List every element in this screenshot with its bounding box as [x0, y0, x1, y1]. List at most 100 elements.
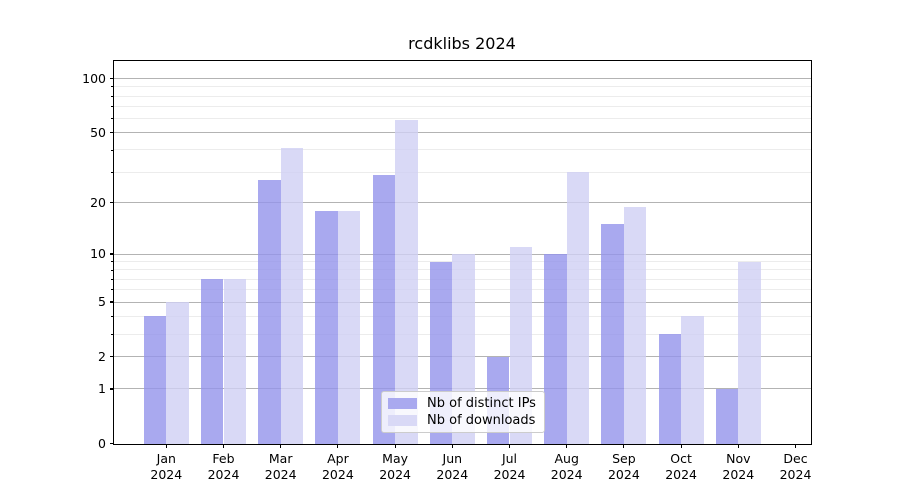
x-tick-label-line: Nov [726, 451, 751, 466]
bar-nb-of-downloads-feb [223, 279, 247, 444]
gridline-minor-y-70 [114, 106, 811, 107]
x-tick-label-jul: Jul 2024 [470, 451, 550, 482]
y-tick-label-0: 0 [98, 435, 106, 451]
y-minor-tick-6 [111, 289, 114, 291]
x-tick-label-jan: Jan 2024 [126, 451, 206, 482]
y-minor-tick-40 [111, 149, 114, 151]
legend-label-nb-of-distinct-ips: Nb of distinct IPs [427, 396, 536, 411]
gridline-minor-y-80 [114, 95, 811, 97]
x-tick-label-line: May [382, 451, 409, 466]
x-tick-label-line: 2024 [207, 466, 240, 482]
y-tick-100 [109, 78, 114, 80]
y-tick-5 [109, 301, 114, 303]
x-tick-label-line: Sep [612, 451, 636, 466]
x-tick-label-line: 2024 [436, 466, 469, 482]
y-minor-tick-9 [111, 261, 114, 262]
bar-nb-of-distinct-ips-mar [258, 180, 281, 444]
y-tick-label-20: 20 [90, 194, 106, 210]
y-minor-tick-8 [111, 269, 114, 271]
x-tick-oct [680, 443, 682, 449]
x-tick-label-line: 2024 [264, 466, 297, 482]
x-tick-label-line: Jun [442, 451, 463, 466]
x-tick-label-line: 2024 [722, 466, 755, 482]
y-minor-tick-3 [111, 333, 114, 335]
x-tick-nov [737, 443, 739, 449]
x-tick-label-line: 2024 [550, 466, 583, 482]
x-tick-label-apr: Apr 2024 [298, 451, 378, 482]
gridline-major-y-100 [114, 78, 811, 80]
x-tick-label-feb: Feb 2024 [184, 451, 264, 482]
bar-nb-of-distinct-ips-aug [544, 254, 567, 444]
y-tick-20 [109, 202, 114, 204]
y-minor-tick-4 [111, 316, 114, 317]
x-tick-label-line: Jul [501, 451, 518, 466]
x-tick-label-mar: Mar 2024 [241, 451, 321, 482]
y-tick-label-50: 50 [90, 124, 106, 140]
bar-nb-of-distinct-ips-may [372, 174, 396, 444]
x-tick-label-line: Aug [554, 451, 579, 466]
y-tick-label-1: 1 [98, 380, 106, 396]
x-tick-label-line: Mar [268, 451, 293, 466]
bar-nb-of-downloads-jan [166, 302, 189, 444]
x-tick-dec [794, 443, 797, 449]
y-minor-tick-90 [111, 86, 114, 88]
x-tick-mar [280, 443, 282, 449]
gridline-minor-y-60 [114, 118, 811, 119]
y-minor-tick-70 [111, 106, 114, 107]
legend: Nb of distinct IPs Nb of downloads [381, 391, 545, 433]
y-tick-2 [109, 356, 114, 358]
y-tick-50 [109, 132, 114, 134]
y-tick-label-10: 10 [90, 246, 106, 262]
x-tick-label-line: 2024 [779, 466, 812, 482]
x-tick-label-sep: Sep 2024 [584, 451, 664, 482]
x-tick-label-jun: Jun 2024 [412, 451, 492, 482]
bar-nb-of-downloads-may [395, 119, 418, 444]
gridline-major-y-50 [114, 132, 811, 134]
legend-item-nb-of-distinct-ips: Nb of distinct IPs [388, 396, 536, 411]
gridline-minor-y-90 [114, 86, 811, 88]
bar-nb-of-downloads-sep [623, 206, 647, 444]
y-tick-0 [109, 443, 114, 445]
y-minor-tick-7 [111, 278, 114, 280]
bar-nb-of-downloads-oct [681, 316, 704, 444]
x-tick-jul [508, 443, 511, 449]
x-tick-label-line: Dec [783, 451, 808, 466]
x-tick-may [394, 443, 396, 449]
legend-item-nb-of-downloads: Nb of downloads [388, 413, 536, 428]
x-tick-label-dec: Dec 2024 [756, 451, 836, 482]
legend-label-nb-of-downloads: Nb of downloads [427, 413, 536, 428]
bar-nb-of-downloads-nov [738, 261, 761, 444]
bar-nb-of-downloads-apr [337, 210, 361, 444]
x-tick-apr [337, 443, 339, 449]
x-tick-jan [165, 443, 167, 449]
bar-nb-of-distinct-ips-oct [658, 334, 682, 444]
bar-nb-of-downloads-mar [280, 148, 304, 444]
x-tick-aug [566, 443, 568, 449]
x-tick-label-may: May 2024 [355, 451, 435, 482]
y-tick-label-100: 100 [82, 70, 106, 86]
x-tick-label-line: 2024 [493, 466, 526, 482]
gridline-minor-y-40 [114, 149, 811, 151]
chart-title: rcdklibs 2024 [408, 34, 516, 53]
bar-nb-of-distinct-ips-nov [715, 388, 739, 444]
x-tick-label-line: 2024 [379, 466, 411, 482]
x-tick-label-oct: Oct 2024 [641, 451, 721, 482]
legend-swatch-nb-of-distinct-ips [388, 398, 417, 409]
x-tick-label-line: 2024 [150, 466, 183, 482]
bar-nb-of-distinct-ips-jan [143, 316, 167, 444]
y-minor-tick-80 [111, 95, 114, 97]
x-tick-label-line: 2024 [665, 466, 697, 482]
y-minor-tick-60 [111, 118, 114, 119]
bar-nb-of-downloads-aug [566, 172, 590, 444]
x-tick-label-line: Jan [156, 451, 176, 466]
x-tick-label-aug: Aug 2024 [527, 451, 607, 482]
x-tick-label-line: Feb [212, 451, 235, 466]
y-minor-tick-30 [111, 171, 114, 173]
bar-nb-of-distinct-ips-apr [315, 210, 338, 444]
x-tick-feb [222, 443, 225, 449]
x-tick-label-nov: Nov 2024 [698, 451, 778, 482]
x-tick-label-line: Apr [327, 451, 349, 466]
legend-swatch-nb-of-downloads [388, 415, 417, 426]
x-tick-label-line: 2024 [607, 466, 640, 482]
